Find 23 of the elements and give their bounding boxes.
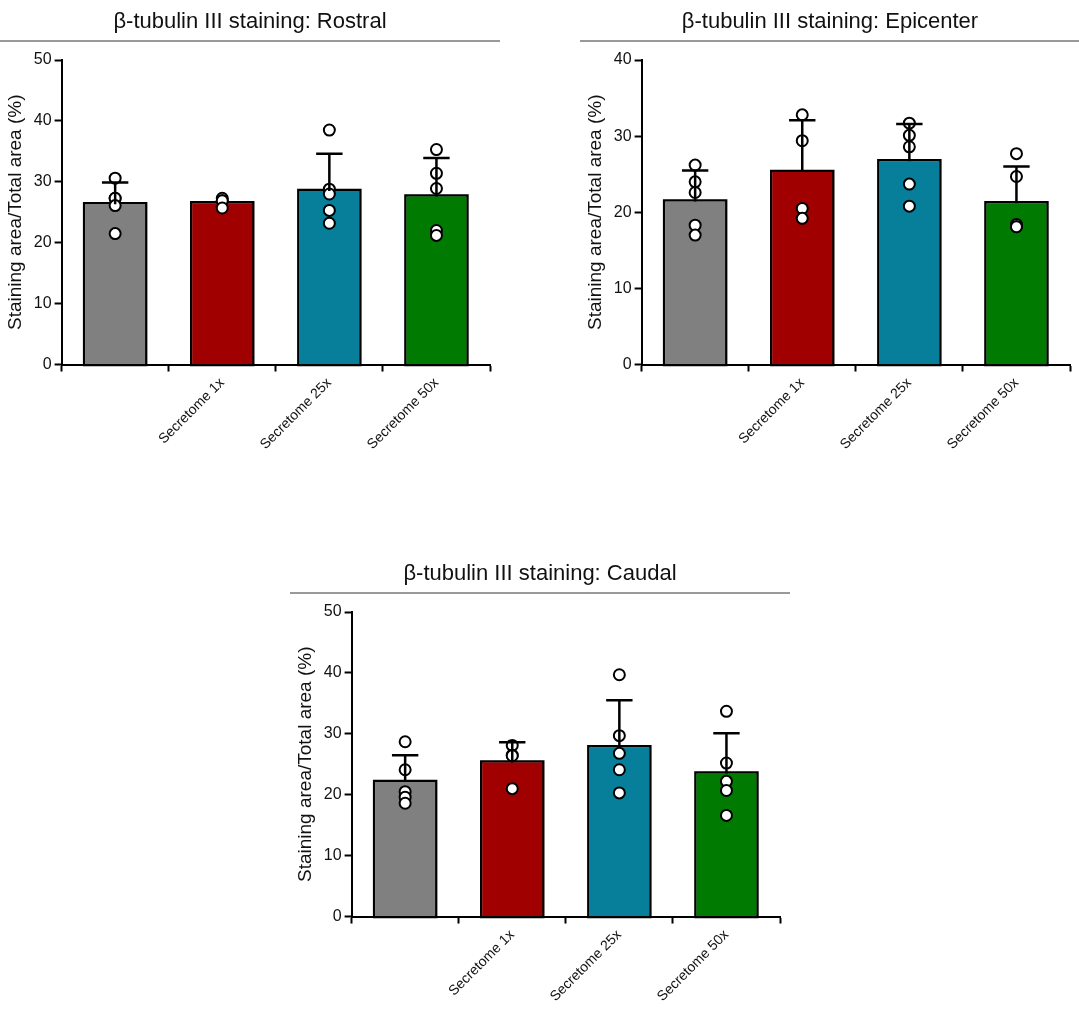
y-tick-label: 40 (323, 663, 342, 681)
y-tick-label: 30 (613, 126, 632, 144)
y-tick-label: 0 (622, 354, 632, 372)
y-tick-label: 10 (323, 846, 342, 864)
chart-title: β-tubulin III staining: Caudal (402, 559, 678, 587)
y-tick-label: 30 (33, 172, 52, 190)
y-tick-label: 30 (323, 724, 342, 742)
y-tick-label: 0 (42, 354, 52, 372)
y-tick-label: 10 (33, 294, 52, 312)
y-axis-title: Staining area/Total area (%) (583, 94, 605, 331)
y-tick-label: 20 (323, 785, 342, 803)
chart-title: β-tubulin III staining: Epicenter (680, 7, 980, 35)
y-tick-label: 10 (613, 278, 632, 296)
y-axis-title: Staining area/Total area (%) (3, 94, 25, 331)
y-tick-label: 50 (323, 602, 342, 620)
y-tick-label: 50 (33, 50, 52, 68)
y-tick-label: 0 (332, 906, 342, 924)
y-tick-label: 40 (33, 111, 52, 129)
y-tick-label: 20 (613, 202, 632, 220)
chart-title: β-tubulin III staining: Rostral (112, 7, 388, 35)
y-tick-label: 20 (33, 233, 52, 251)
y-axis-title: Staining area/Total area (%) (293, 646, 315, 883)
y-tick-label: 40 (613, 50, 632, 68)
